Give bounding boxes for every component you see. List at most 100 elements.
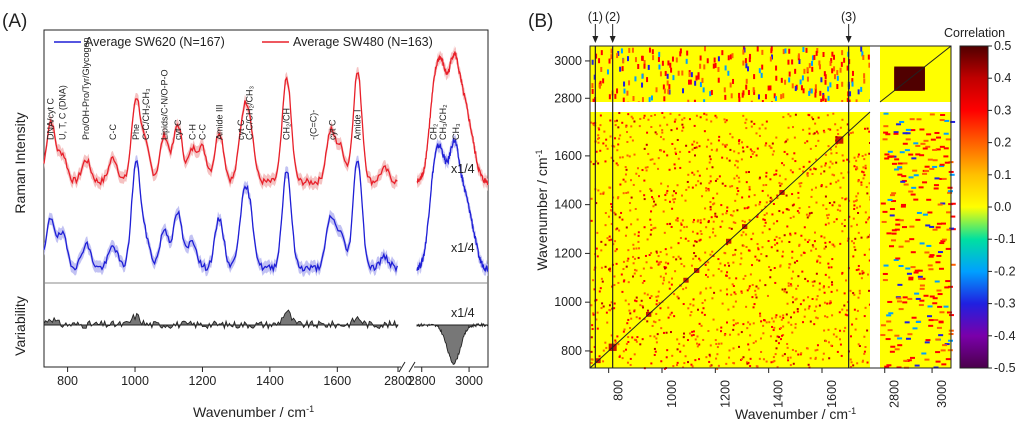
heatmap-cell: [796, 259, 799, 262]
heatmap-cell: [928, 319, 934, 322]
heatmap-cell: [866, 192, 869, 195]
heatmap-cell: [601, 280, 604, 283]
heatmap-cell: [884, 157, 890, 160]
heatmap-cell: [715, 116, 718, 119]
heatmap-cell: [798, 207, 801, 210]
heatmap-cell: [748, 219, 751, 222]
heatmap-cell: [595, 247, 598, 250]
heatmap-cell: [925, 224, 931, 227]
heatmap-cell: [742, 150, 745, 153]
heatmap-cell: [843, 219, 846, 222]
heatmap-cell: [775, 65, 778, 71]
heatmap-cell: [708, 236, 711, 239]
heatmap-cell: [680, 194, 683, 197]
heatmap-cell: [840, 61, 843, 67]
heatmap-cell: [833, 174, 836, 177]
heatmap-cell: [596, 255, 599, 258]
heatmap-cell: [745, 305, 748, 308]
heatmap-cell: [846, 301, 849, 304]
heatmap-cell: [671, 207, 674, 210]
heatmap-cell: [795, 287, 798, 290]
heatmap-cell: [634, 208, 637, 211]
heatmap-cell: [941, 238, 947, 241]
heatmap-cell: [826, 316, 829, 319]
heatmap-cell: [634, 76, 637, 82]
heatmap-cell: [751, 264, 754, 267]
heatmap-cell: [699, 259, 702, 262]
heatmap-cell: [622, 97, 625, 103]
heatmap-cell: [641, 305, 644, 308]
heatmap-cell: [833, 74, 836, 80]
heatmap-cell: [714, 212, 717, 215]
heatmap-cell: [855, 168, 858, 171]
heatmap-cell: [700, 232, 703, 235]
heatmap-cell: [773, 238, 776, 241]
heatmap-cell: [922, 213, 928, 216]
colorbar: [959, 45, 989, 369]
heatmap-cell: [613, 302, 616, 305]
heatmap-cell: [600, 50, 603, 56]
heatmap-cell: [945, 358, 951, 361]
heatmap-cell: [824, 79, 827, 85]
heatmap-cell: [599, 114, 602, 117]
heatmap-cell: [651, 49, 654, 55]
panel-b-label: (B): [528, 11, 553, 32]
heatmap-cell: [769, 200, 772, 203]
heatmap-cell: [621, 290, 624, 293]
heatmap-cell: [786, 208, 789, 211]
heatmap-cell: [936, 289, 942, 292]
heatmap-cell: [858, 292, 861, 295]
heatmap-cell: [852, 292, 855, 295]
heatmap-cell: [717, 364, 720, 367]
heatmap-cell: [774, 316, 777, 319]
heatmap-cell: [801, 270, 804, 273]
heatmap-cell: [898, 265, 904, 268]
heatmap-cell: [889, 245, 895, 248]
heatmap-cell: [894, 348, 900, 351]
heatmap-cell: [814, 122, 817, 125]
heatmap-cell: [616, 88, 619, 94]
heatmap-cell: [789, 283, 792, 286]
heatmap-cell: [591, 59, 594, 65]
heatmap-cell: [667, 60, 670, 66]
heatmap-cell: [794, 232, 797, 235]
heatmap-cell: [653, 353, 656, 356]
heatmap-cell: [693, 140, 696, 143]
heatmap-cell: [913, 174, 919, 177]
heatmap-cell: [782, 49, 785, 55]
heatmap-cell: [608, 186, 611, 189]
heatmap-cell: [666, 349, 669, 352]
heatmap-cell: [682, 344, 685, 347]
heatmap-cell: [726, 321, 729, 324]
heatmap-cell: [664, 272, 667, 275]
heatmap-cell: [671, 56, 674, 62]
heatmap-cell: [946, 228, 952, 231]
heatmap-cell: [794, 350, 797, 353]
heatmap-cell: [705, 118, 708, 121]
heatmap-cell: [776, 194, 779, 197]
heatmap-cell: [674, 167, 677, 170]
heatmap-cell: [763, 225, 766, 228]
heatmap-cell: [688, 150, 691, 153]
heatmap-cell: [692, 333, 695, 336]
heatmap-cell: [650, 95, 653, 101]
heatmap-cell: [637, 64, 640, 70]
heatmap-cell: [680, 222, 683, 225]
heatmap-cell: [929, 225, 935, 228]
heatmap-cell: [841, 272, 844, 275]
heatmap-cell: [676, 364, 679, 367]
heatmap-cell: [950, 215, 956, 218]
heatmap-cell: [779, 327, 782, 330]
heatmap-cell: [707, 189, 710, 192]
heatmap-cell: [716, 367, 719, 370]
heatmap-cell: [916, 118, 922, 121]
heatmap-cell: [832, 112, 835, 115]
heatmap-cell: [771, 142, 774, 145]
heatmap-cell: [853, 165, 856, 168]
heatmap-cell: [643, 198, 646, 201]
heatmap-cell: [628, 47, 631, 53]
heatmap-cell: [822, 96, 825, 102]
heatmap-cell: [774, 96, 777, 102]
heatmap-cell: [754, 204, 757, 207]
heatmap-cell: [887, 329, 893, 332]
